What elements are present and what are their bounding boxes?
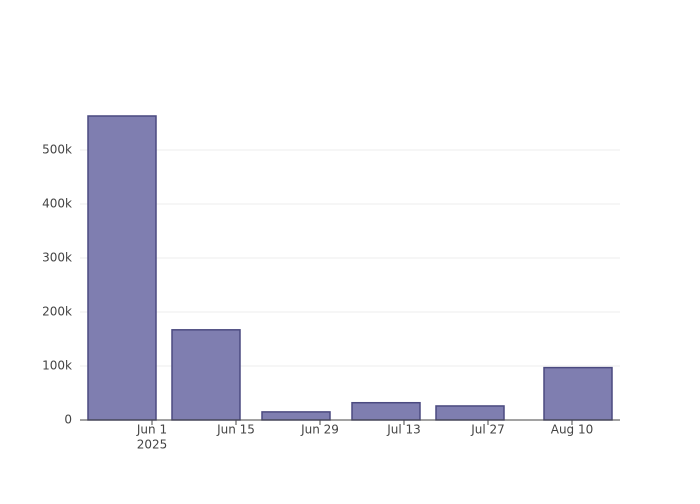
bar (261, 411, 331, 421)
bar (435, 405, 505, 421)
x-tick-sublabel: 2025 (137, 438, 168, 452)
x-tick-label: Jun 1 (136, 423, 167, 437)
bar (87, 115, 157, 421)
bar (171, 329, 241, 421)
y-tick-label: 400k (42, 197, 72, 211)
y-tick-label: 300k (42, 251, 72, 265)
x-tick-label: Aug 10 (551, 423, 594, 437)
x-tick-label: Jul 13 (386, 423, 421, 437)
y-tick-label: 100k (42, 359, 72, 373)
y-tick-label: 500k (42, 143, 72, 157)
bar (543, 366, 613, 421)
y-tick-label: 200k (42, 305, 72, 319)
x-tick-label: Jun 15 (216, 423, 255, 437)
y-tick-label: 0 (64, 413, 72, 427)
x-tick-label: Jun 29 (300, 423, 339, 437)
bar (351, 401, 421, 421)
x-tick-label: Jul 27 (470, 423, 505, 437)
